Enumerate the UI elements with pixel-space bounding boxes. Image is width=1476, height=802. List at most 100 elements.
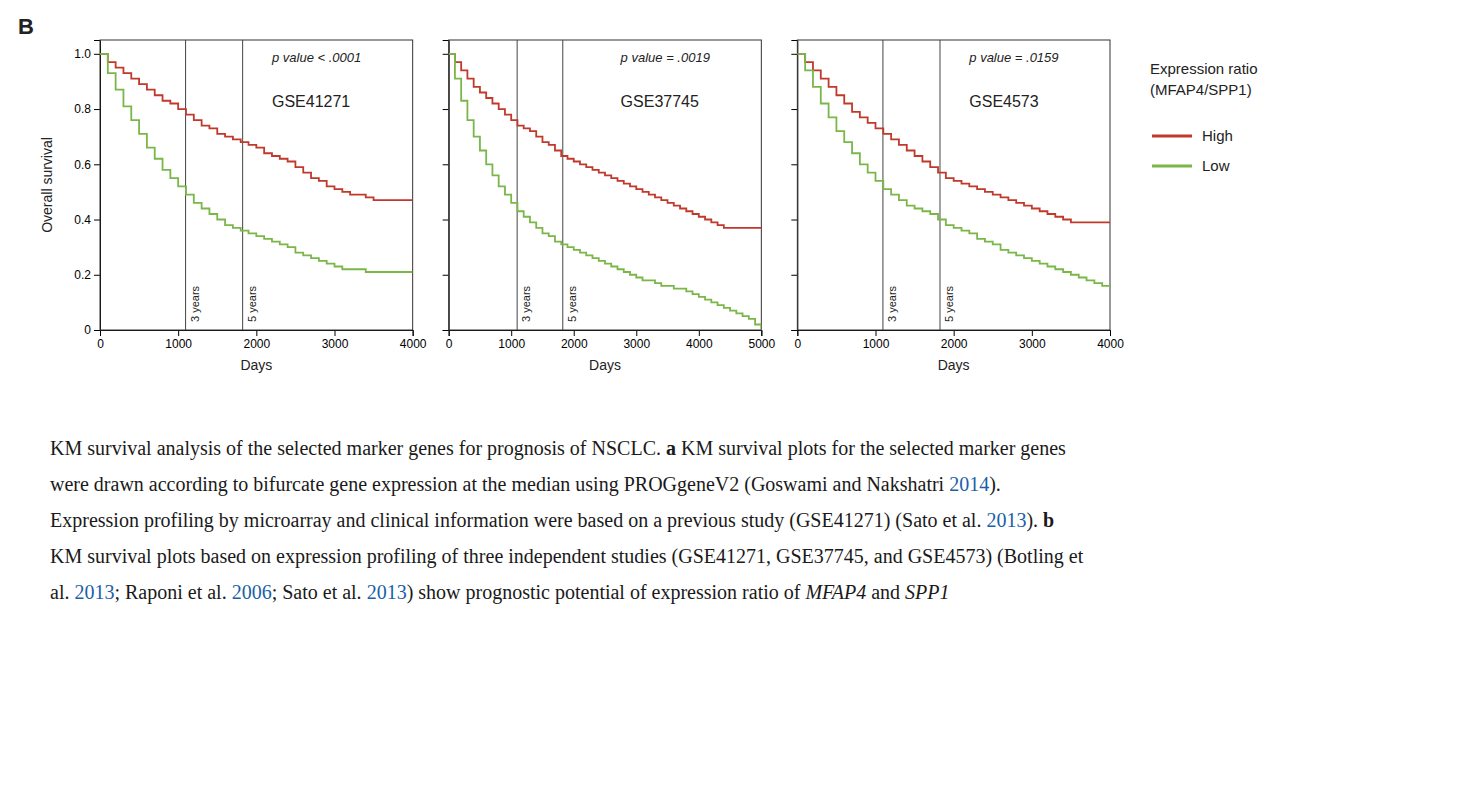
x-tick-label: 3000 xyxy=(1019,337,1046,351)
y-tick-mark xyxy=(791,220,797,221)
p-value: p value = .0159 xyxy=(968,50,1058,65)
y-tick-mark xyxy=(791,164,797,165)
plot-area xyxy=(797,40,1110,330)
x-tick-label: 2000 xyxy=(941,337,968,351)
vline xyxy=(242,40,243,330)
chart-svg: B0100020003000400000.20.40.60.81.03 year… xyxy=(0,0,1476,410)
x-tick-label: 1000 xyxy=(863,337,890,351)
y-tick-mark xyxy=(94,109,100,110)
survival-curve xyxy=(449,54,762,330)
x-tick: 1000 xyxy=(165,330,192,351)
y-tick-mark xyxy=(443,330,449,331)
caption-part: 2013 xyxy=(986,509,1026,531)
vline xyxy=(517,40,518,330)
x-axis: 0 1000 2000 3000 4000 xyxy=(794,330,1124,351)
x-tick-mark xyxy=(178,330,179,336)
y-tick-mark xyxy=(791,109,797,110)
x-axis: 0 1000 2000 3000 4000 5000 xyxy=(446,330,776,351)
y-tick-mark xyxy=(94,54,100,55)
vline-label: 5 years xyxy=(246,285,258,322)
vline-label: 5 years xyxy=(566,285,578,322)
y-tick-mark xyxy=(443,109,449,110)
x-tick-mark xyxy=(335,330,336,336)
p-value: p value = .0019 xyxy=(620,50,710,65)
x-tick-mark xyxy=(954,330,955,336)
x-tick-mark xyxy=(699,330,700,336)
x-tick-mark xyxy=(876,330,877,336)
x-tick: 2000 xyxy=(243,330,270,351)
x-tick-mark xyxy=(574,330,575,336)
vline xyxy=(562,40,563,330)
x-tick-label: 0 xyxy=(97,337,104,351)
p-value: p value < .0001 xyxy=(271,50,361,65)
legend-swatch xyxy=(1152,165,1192,168)
legend-swatch xyxy=(1152,135,1192,138)
vline-label: 3 years xyxy=(886,285,898,322)
y-tick: 0.2 xyxy=(74,268,100,282)
y-tick xyxy=(791,330,797,331)
plot-area xyxy=(449,40,762,330)
x-tick-label: 3000 xyxy=(623,337,650,351)
y-tick-label: 0.8 xyxy=(74,102,91,116)
legend: Expression ratio(MFAP4/SPP1)HighLow xyxy=(1150,60,1258,174)
caption-part: 2013 xyxy=(367,581,407,603)
caption-part: ; Raponi et al. xyxy=(114,581,231,603)
x-tick-mark xyxy=(761,330,762,336)
caption-part: 2013 xyxy=(74,581,114,603)
x-tick: 0 xyxy=(97,330,104,351)
survival-curve xyxy=(100,54,413,200)
vline-label: 3 years xyxy=(189,285,201,322)
y-tick xyxy=(791,275,797,276)
y-tick-mark xyxy=(443,54,449,55)
caption-part: ). xyxy=(1026,509,1043,531)
vline xyxy=(185,40,186,330)
plot-frame xyxy=(100,40,413,330)
y-tick-label: 0.4 xyxy=(74,213,91,227)
x-tick-mark xyxy=(511,330,512,336)
plot: 0 1000 2000 3000 4000 3 years 5 years p value =… xyxy=(791,40,1124,373)
x-tick: 2000 xyxy=(561,330,588,351)
caption-part: b xyxy=(1043,509,1054,531)
x-axis-line xyxy=(101,331,414,337)
x-tick-label: 5000 xyxy=(748,337,775,351)
x-tick-label: 0 xyxy=(446,337,453,351)
y-tick-mark xyxy=(94,330,100,331)
x-tick: 0 xyxy=(446,330,453,351)
x-tick: 1000 xyxy=(498,330,525,351)
caption-part: ) show prognostic potential of expressio… xyxy=(407,581,806,603)
y-tick: 0.4 xyxy=(74,213,100,227)
x-tick-label: 1000 xyxy=(165,337,192,351)
plot: 0100020003000400050003 years5 yearsp val… xyxy=(443,40,776,373)
x-tick: 4000 xyxy=(400,330,427,351)
y-tick-mark xyxy=(443,220,449,221)
y-tick xyxy=(443,109,449,110)
x-tick-label: 0 xyxy=(794,337,801,351)
survival-curve xyxy=(797,54,1110,289)
plot-title: GSE37745 xyxy=(621,93,699,110)
survival-curve xyxy=(449,54,762,228)
y-tick xyxy=(443,220,449,221)
y-tick-mark xyxy=(791,275,797,276)
vline xyxy=(939,40,940,330)
y-tick: 1.0 xyxy=(74,47,100,61)
y-tick-mark xyxy=(443,275,449,276)
x-tick: 4000 xyxy=(1097,330,1124,351)
y-axis: 00.20.40.60.81.0 xyxy=(74,41,100,338)
caption-part: MFAP4 xyxy=(805,581,866,603)
y-tick xyxy=(791,54,797,55)
legend-title: Expression ratio(MFAP4/SPP1) xyxy=(1150,60,1258,98)
y-tick xyxy=(791,164,797,165)
plot-title: GSE4573 xyxy=(969,93,1038,110)
plot-frame xyxy=(449,40,762,330)
x-tick: 4000 xyxy=(686,330,713,351)
x-tick: 0 xyxy=(794,330,801,351)
x-axis-line xyxy=(798,331,1111,337)
x-tick-mark xyxy=(413,330,414,336)
y-tick: 0 xyxy=(84,323,100,337)
x-tick: 3000 xyxy=(1019,330,1046,351)
x-tick-label: 1000 xyxy=(498,337,525,351)
vline-label: 5 years xyxy=(943,285,955,322)
y-tick-label: 0.2 xyxy=(74,268,91,282)
x-axis-line xyxy=(449,331,762,337)
x-tick-label: 4000 xyxy=(400,337,427,351)
